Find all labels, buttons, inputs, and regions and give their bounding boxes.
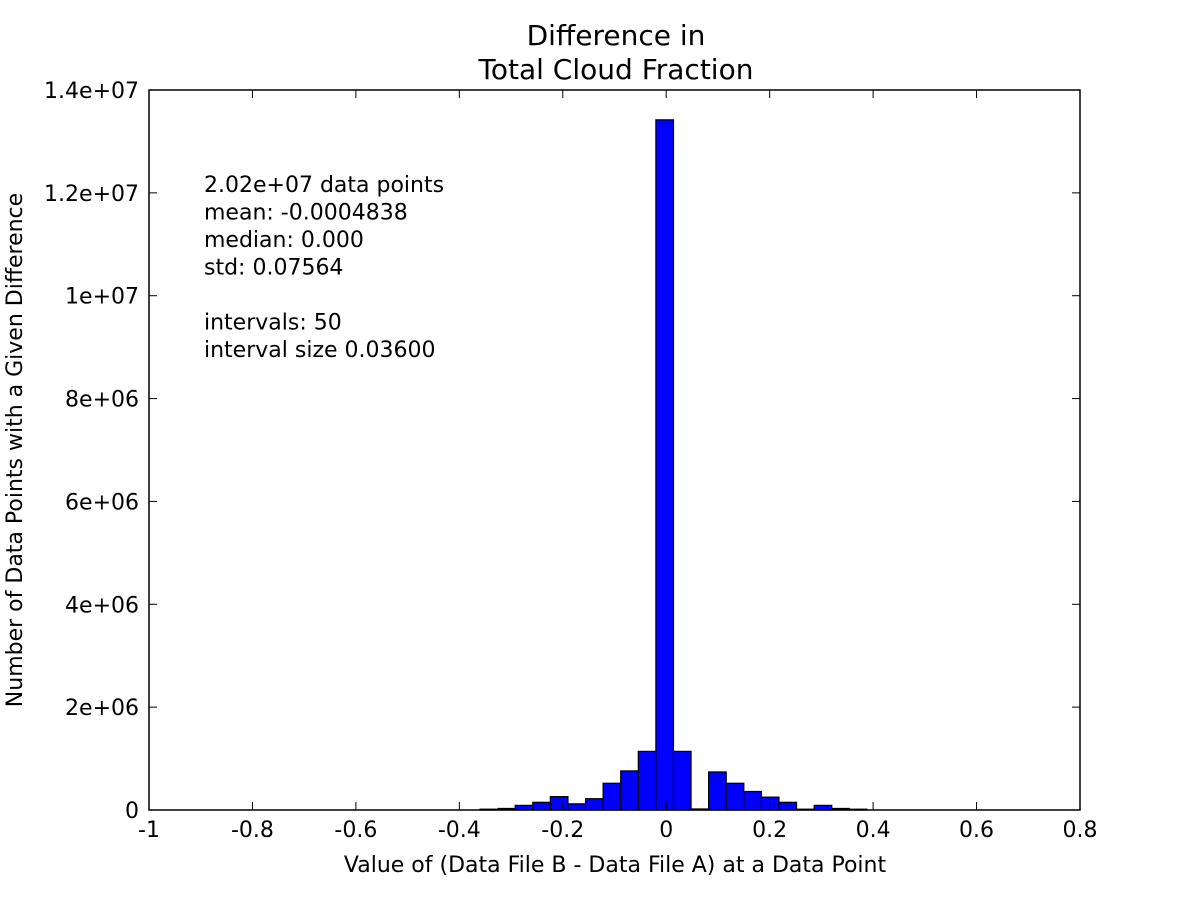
histogram-bar [743, 790, 762, 811]
histogram-bar [760, 796, 780, 811]
y-tick-label: 1.2e+07 [44, 182, 139, 207]
y-tick-label: 0 [125, 799, 139, 824]
stats-annotation-line: std: 0.07564 [204, 256, 343, 281]
x-tick-label: -0.8 [231, 818, 274, 843]
stats-annotation-line: median: 0.000 [204, 228, 364, 253]
x-tick-label: 0.6 [959, 818, 994, 843]
y-tick-label: 2e+06 [65, 696, 139, 721]
x-tick-label: 0 [659, 818, 673, 843]
y-tick-label: 1.4e+07 [44, 79, 139, 104]
histogram-bar [637, 750, 657, 811]
histogram-bar [602, 782, 622, 811]
histogram-bar [655, 119, 675, 811]
histogram-bar [549, 796, 569, 811]
histogram-bars [479, 119, 868, 811]
x-tick-label: -0.4 [438, 818, 481, 843]
histogram-bar [532, 801, 551, 811]
chart-title-line-2: Total Cloud Fraction [478, 53, 754, 86]
x-tick-label: -1 [138, 818, 160, 843]
plot-frame [148, 89, 1081, 811]
y-tick-label: 4e+06 [65, 593, 139, 618]
histogram-bar [778, 801, 798, 811]
histogram-bar [567, 803, 587, 811]
chart-title-line-1: Difference in [527, 19, 706, 52]
y-axis-label: Number of Data Points with a Given Diffe… [3, 193, 28, 707]
y-tick-label: 8e+06 [65, 388, 139, 413]
x-tick-label: -0.6 [334, 818, 377, 843]
stats-annotation-line: mean: -0.0004838 [204, 201, 408, 226]
stats-annotation-line: intervals: 50 [204, 311, 342, 336]
x-axis-label: Value of (Data File B - Data File A) at … [344, 853, 887, 878]
histogram-bar [620, 770, 639, 811]
stats-annotation: 2.02e+07 data points mean: -0.0004838medi… [204, 173, 444, 363]
x-tick-label: -0.2 [541, 818, 584, 843]
histogram-bar [725, 782, 745, 811]
histogram-bar [584, 798, 604, 811]
x-tick-label: 0.2 [752, 818, 787, 843]
y-tick-label: 1e+07 [65, 285, 139, 310]
axis-ticks: -1 -0.8 -0.6 -0.4 -0.2 0 0.2 0.4 0.6 0.8 0 2e+06 4e+… [44, 79, 1097, 843]
y-tick-label: 6e+06 [65, 490, 139, 515]
histogram-bar [672, 750, 692, 811]
x-tick-label: 0.4 [856, 818, 891, 843]
stats-annotation-line: 2.02e+07 data points [204, 173, 444, 198]
x-tick-label: 0.8 [1063, 818, 1098, 843]
stats-annotation-line: interval size 0.03600 [204, 338, 436, 363]
histogram-bar [708, 771, 727, 811]
